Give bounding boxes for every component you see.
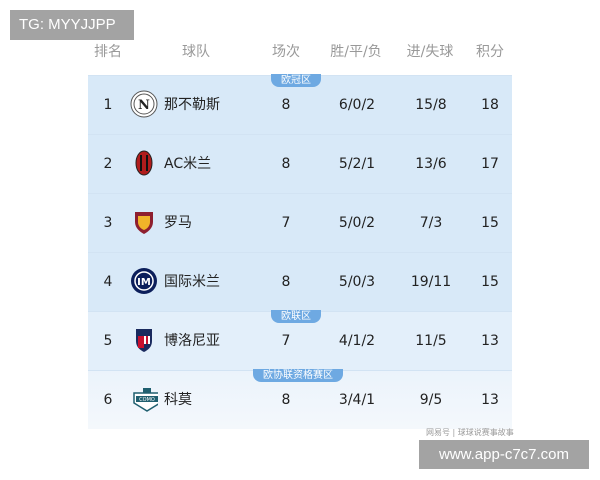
played: 7: [281, 333, 291, 349]
wdl: 4/1/2: [338, 333, 376, 349]
wdl: 5/0/2: [338, 215, 376, 231]
played: 8: [281, 274, 291, 290]
header-team: 球队: [182, 44, 210, 60]
header-goals: 进/失球: [406, 44, 454, 60]
table-row[interactable]: 4 IM 国际米兰 8 5/0/3 19/11 15: [88, 252, 512, 311]
rank: 4: [103, 274, 113, 290]
bologna-crest-icon: [130, 326, 158, 354]
header-points: 积分: [476, 44, 504, 60]
played: 7: [281, 215, 291, 231]
zone-tag: 欧协联资格赛区: [253, 369, 343, 382]
rank: 1: [103, 97, 113, 113]
table-row[interactable]: 欧协联资格赛区 6 COMO 科莫 8 3/4/1 9/5 13: [88, 369, 512, 429]
table-header: 排名 球队 场次 胜/平/负 进/失球 积分: [88, 36, 512, 75]
team-name[interactable]: 科莫: [164, 392, 192, 408]
header-played: 场次: [272, 44, 300, 60]
team-name[interactable]: AC米兰: [164, 156, 212, 172]
napoli-crest-icon: N: [130, 90, 158, 118]
wdl: 6/0/2: [338, 97, 376, 113]
site-watermark: www.app-c7c7.com: [419, 440, 589, 469]
tg-watermark: TG: MYYJJPP: [10, 10, 134, 40]
svg-text:N: N: [138, 98, 150, 113]
wdl: 5/2/1: [338, 156, 376, 172]
points: 15: [481, 215, 499, 231]
goals: 11/5: [415, 333, 447, 349]
points: 13: [481, 392, 499, 408]
goals: 7/3: [419, 215, 443, 231]
rank: 6: [103, 392, 113, 408]
zone-tag: 欧冠区: [271, 74, 321, 87]
standings-table: 排名 球队 场次 胜/平/负 进/失球 积分 欧冠区 1 N 那不勒斯 8 6/0…: [88, 36, 512, 429]
table-row[interactable]: 欧冠区 1 N 那不勒斯 8 6/0/2 15/8 18: [88, 74, 512, 134]
team-name[interactable]: 国际米兰: [164, 274, 220, 290]
svg-text:COMO: COMO: [139, 397, 155, 403]
como-crest-icon: COMO: [130, 385, 158, 413]
table-row[interactable]: 3 罗马 7 5/0/2 7/3 15: [88, 193, 512, 252]
table-row[interactable]: 欧联区 5 博洛尼亚 7 4/1/2 11/5 13: [88, 310, 512, 370]
source-credit: 网易号 | 球球说赛事故事: [426, 428, 514, 437]
played: 8: [281, 97, 291, 113]
team-name[interactable]: 罗马: [164, 215, 192, 231]
goals: 13/6: [415, 156, 447, 172]
team-name[interactable]: 那不勒斯: [164, 97, 220, 113]
points: 13: [481, 333, 499, 349]
goals: 9/5: [419, 392, 443, 408]
team-name[interactable]: 博洛尼亚: [164, 333, 220, 349]
rank: 2: [103, 156, 113, 172]
wdl: 5/0/3: [338, 274, 376, 290]
goals: 15/8: [415, 97, 447, 113]
svg-text:IM: IM: [137, 277, 151, 288]
inter-crest-icon: IM: [130, 267, 158, 295]
played: 8: [281, 392, 291, 408]
table-row[interactable]: 2 AC米兰 8 5/2/1 13/6 17: [88, 134, 512, 193]
points: 18: [481, 97, 499, 113]
points: 15: [481, 274, 499, 290]
rank: 5: [103, 333, 113, 349]
roma-crest-icon: [130, 208, 158, 236]
wdl: 3/4/1: [338, 392, 376, 408]
points: 17: [481, 156, 499, 172]
zone-tag: 欧联区: [271, 310, 321, 323]
goals: 19/11: [410, 274, 452, 290]
ac-milan-crest-icon: [130, 149, 158, 177]
header-rank: 排名: [94, 44, 122, 60]
rank: 3: [103, 215, 113, 231]
header-wdl: 胜/平/负: [330, 44, 382, 60]
played: 8: [281, 156, 291, 172]
